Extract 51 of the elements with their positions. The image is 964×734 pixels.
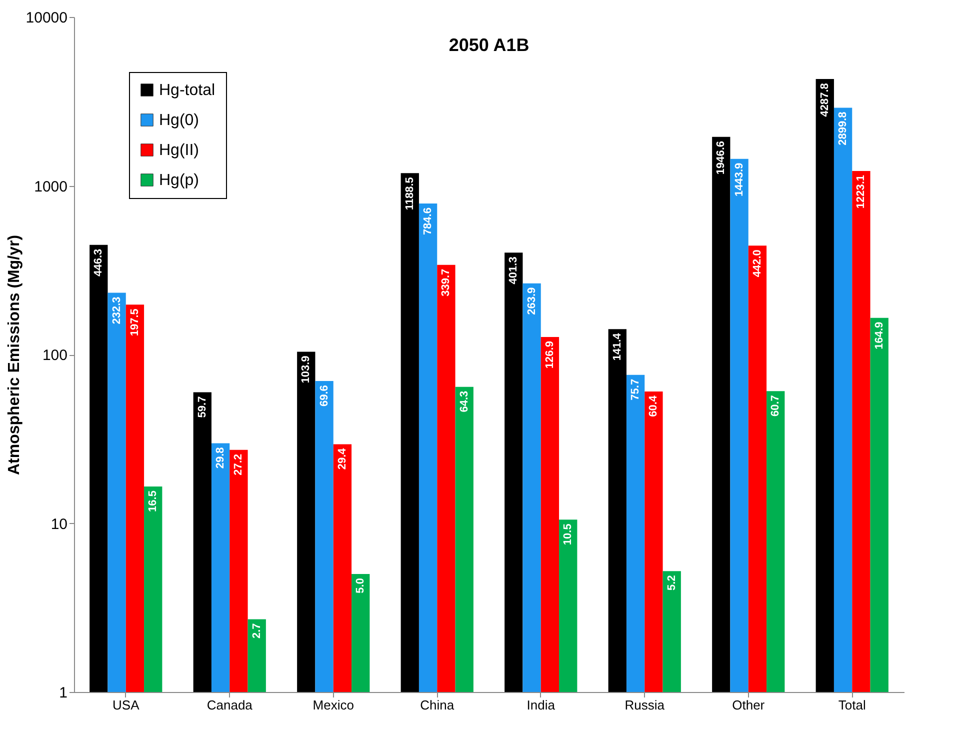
data-label: 442.0: [751, 250, 764, 278]
data-label: 10.5: [562, 524, 574, 546]
legend-label: Hg-total: [159, 82, 216, 99]
data-label: 197.5: [128, 308, 141, 336]
data-label: 16.5: [147, 490, 160, 512]
y-axis-title: Atmospheric Emissions (Mg/yr): [6, 234, 23, 476]
data-label: 69.6: [318, 385, 330, 406]
legend-label: Hg(II): [159, 142, 199, 159]
data-label: 446.3: [92, 248, 105, 276]
data-label: 401.3: [508, 256, 520, 284]
data-label: 29.8: [214, 447, 227, 469]
data-label: 4287.8: [818, 83, 831, 117]
data-label: 27.2: [232, 454, 245, 476]
data-label: 1223.1: [855, 174, 868, 209]
data-label: 64.3: [458, 390, 470, 412]
data-label: 29.4: [336, 447, 348, 470]
data-label: 232.3: [110, 296, 123, 324]
x-tick-label: USA: [112, 698, 140, 712]
x-tick-label: Russia: [624, 698, 666, 712]
x-tick-label: China: [420, 698, 455, 712]
data-label: 339.7: [440, 268, 452, 296]
data-label: 60.7: [770, 395, 782, 417]
data-label: 141.4: [611, 332, 624, 361]
data-label: 2899.8: [837, 112, 850, 146]
data-label: 1946.6: [715, 140, 728, 175]
x-tick-label: India: [526, 698, 556, 712]
legend-label: Hg(p): [159, 172, 200, 189]
data-label: 2.7: [250, 623, 263, 639]
y-tick-label: 1: [59, 684, 68, 702]
y-tick-label: 100: [42, 347, 68, 364]
x-tick-label: Total: [838, 698, 866, 712]
data-label: 784.6: [422, 208, 434, 236]
data-label: 1443.9: [733, 162, 746, 196]
data-label: 103.9: [300, 356, 312, 384]
data-label: 5.2: [666, 575, 678, 590]
data-label: 126.9: [544, 341, 556, 369]
y-tick-label: 1000: [34, 178, 68, 196]
data-label: 60.4: [648, 394, 660, 417]
text: 2050 A1B: [448, 35, 530, 55]
data-label: 263.9: [526, 287, 538, 315]
legend-label: Hg(0): [159, 112, 200, 129]
data-label: 5.0: [354, 578, 367, 594]
x-tick-label: Other: [732, 698, 766, 712]
x-tick-label: Canada: [206, 698, 254, 712]
x-tick-label: Mexico: [312, 698, 354, 712]
data-label: 75.7: [630, 378, 642, 400]
data-label: 59.7: [196, 396, 208, 418]
data-label: 1188.5: [404, 177, 416, 210]
y-tick-label: 10000: [26, 10, 68, 26]
y-tick-label: 10: [50, 516, 68, 533]
data-label: 164.9: [873, 322, 886, 350]
